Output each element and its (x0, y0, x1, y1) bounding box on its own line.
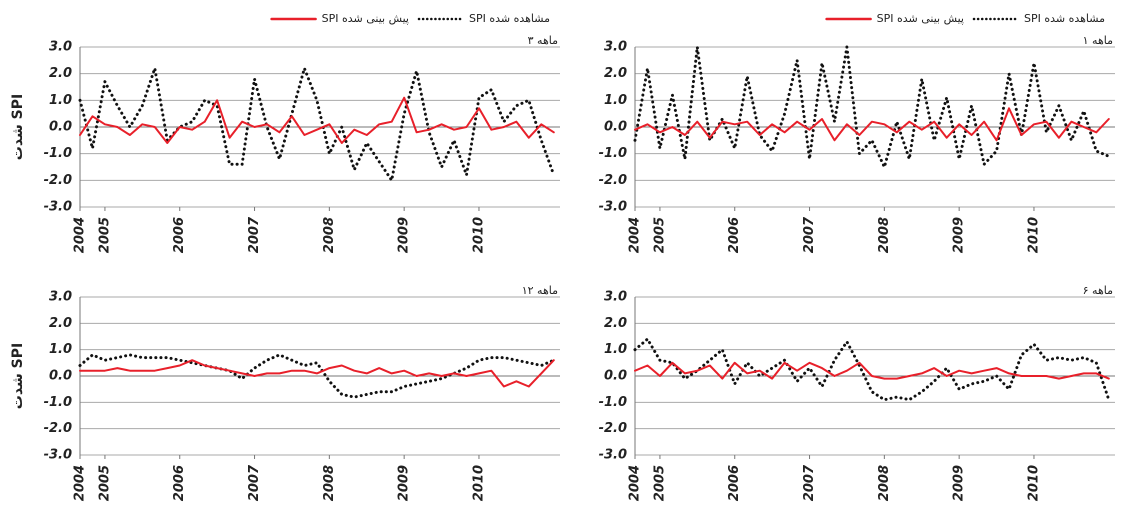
x-tick-label: 2007 (802, 464, 817, 501)
y-tick-label: -3.0 (599, 448, 627, 463)
y-tick-label: -1.0 (44, 146, 72, 161)
panel-label: ۱۲ ماهه (522, 284, 558, 297)
y-tick-label: -1.0 (599, 395, 627, 410)
y-tick-label: 2.0 (604, 66, 627, 81)
y-tick-label: -2.0 (599, 421, 627, 436)
y-tick-label: 3.0 (604, 40, 627, 55)
x-tick-label: 2005 (652, 465, 667, 501)
x-tick-label: 2010 (471, 217, 486, 253)
y-tick-label: -3.0 (44, 200, 72, 215)
y-tick-label: 0.0 (604, 369, 627, 384)
y-tick-label: 2.0 (49, 66, 72, 81)
panel-label: ۶ ماهه (1083, 284, 1113, 297)
y-axis-label: شدت SPI (10, 343, 26, 409)
x-tick-label: 2006 (172, 465, 187, 501)
x-tick-label: 2010 (471, 465, 486, 501)
legend-label: SPI مشاهده شده (1024, 12, 1105, 25)
y-tick-label: 0.0 (604, 120, 627, 135)
x-tick-label: 2008 (322, 465, 337, 501)
panel-label: ۳ ماهه (528, 34, 558, 47)
y-tick-label: 1.0 (49, 93, 72, 108)
x-tick-label: 2004 (73, 217, 88, 253)
x-tick-label: 2008 (877, 465, 892, 501)
y-tick-label: -3.0 (44, 448, 72, 463)
observed-line (633, 45, 1111, 169)
predicted-line (79, 359, 555, 388)
y-tick-label: 0.0 (49, 369, 72, 384)
legend-label: SPI مشاهده شده (469, 12, 550, 25)
x-tick-label: 2005 (97, 465, 112, 501)
x-tick-label: 2006 (727, 217, 742, 253)
x-tick-label: 2009 (952, 465, 967, 501)
y-tick-label: -2.0 (44, 421, 72, 436)
observed-line (633, 337, 1111, 402)
y-tick-label: -1.0 (44, 395, 72, 410)
x-tick-label: 2006 (172, 217, 187, 253)
x-tick-label: 2006 (727, 465, 742, 501)
x-tick-label: 2009 (397, 465, 412, 501)
x-tick-label: 2007 (802, 216, 817, 253)
x-tick-label: 2007 (247, 216, 262, 253)
legend-label: SPI پیش بینی شده (322, 12, 409, 25)
observed-line (78, 353, 556, 399)
x-tick-label: 2010 (1026, 465, 1041, 501)
y-axis-label: شدت SPI (10, 94, 26, 160)
observed-line (78, 66, 556, 182)
predicted-line (634, 361, 1110, 380)
x-tick-label: 2009 (397, 217, 412, 253)
y-tick-label: -1.0 (599, 146, 627, 161)
y-tick-label: 2.0 (604, 316, 627, 331)
x-tick-label: 2010 (1026, 217, 1041, 253)
x-tick-label: 2004 (73, 465, 88, 501)
x-tick-label: 2004 (628, 465, 643, 501)
y-tick-label: 1.0 (49, 342, 72, 357)
x-tick-label: 2007 (247, 464, 262, 501)
y-tick-label: 0.0 (49, 120, 72, 135)
y-tick-label: 2.0 (49, 316, 72, 331)
y-tick-label: 3.0 (49, 40, 72, 55)
y-tick-label: 1.0 (604, 93, 627, 108)
y-tick-label: 1.0 (604, 342, 627, 357)
y-tick-label: -3.0 (599, 200, 627, 215)
x-tick-label: 2008 (877, 217, 892, 253)
predicted-line (79, 96, 555, 144)
y-tick-label: -2.0 (44, 173, 72, 188)
y-tick-label: 3.0 (49, 290, 72, 305)
y-tick-label: 3.0 (604, 290, 627, 305)
x-tick-label: 2004 (628, 217, 643, 253)
predicted-line (634, 107, 1110, 142)
legend-label: SPI پیش بینی شده (877, 12, 964, 25)
x-tick-label: 2005 (97, 217, 112, 253)
x-tick-label: 2005 (652, 217, 667, 253)
panel-label: ۱ ماهه (1083, 34, 1113, 47)
x-tick-label: 2009 (952, 217, 967, 253)
x-tick-label: 2008 (322, 217, 337, 253)
y-tick-label: -2.0 (599, 173, 627, 188)
